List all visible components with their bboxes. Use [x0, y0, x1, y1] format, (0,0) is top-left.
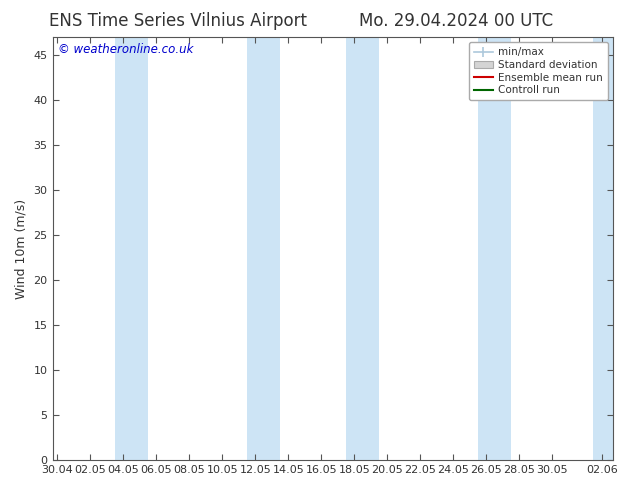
Y-axis label: Wind 10m (m/s): Wind 10m (m/s)	[15, 198, 28, 299]
Text: © weatheronline.co.uk: © weatheronline.co.uk	[58, 44, 193, 56]
Bar	[593, 37, 618, 460]
Bar	[115, 37, 148, 460]
Bar	[346, 37, 379, 460]
Text: ENS Time Series Vilnius Airport: ENS Time Series Vilnius Airport	[49, 12, 306, 30]
Bar	[247, 37, 280, 460]
Bar	[478, 37, 511, 460]
Text: Mo. 29.04.2024 00 UTC: Mo. 29.04.2024 00 UTC	[359, 12, 553, 30]
Legend: min/max, Standard deviation, Ensemble mean run, Controll run: min/max, Standard deviation, Ensemble me…	[469, 42, 608, 100]
